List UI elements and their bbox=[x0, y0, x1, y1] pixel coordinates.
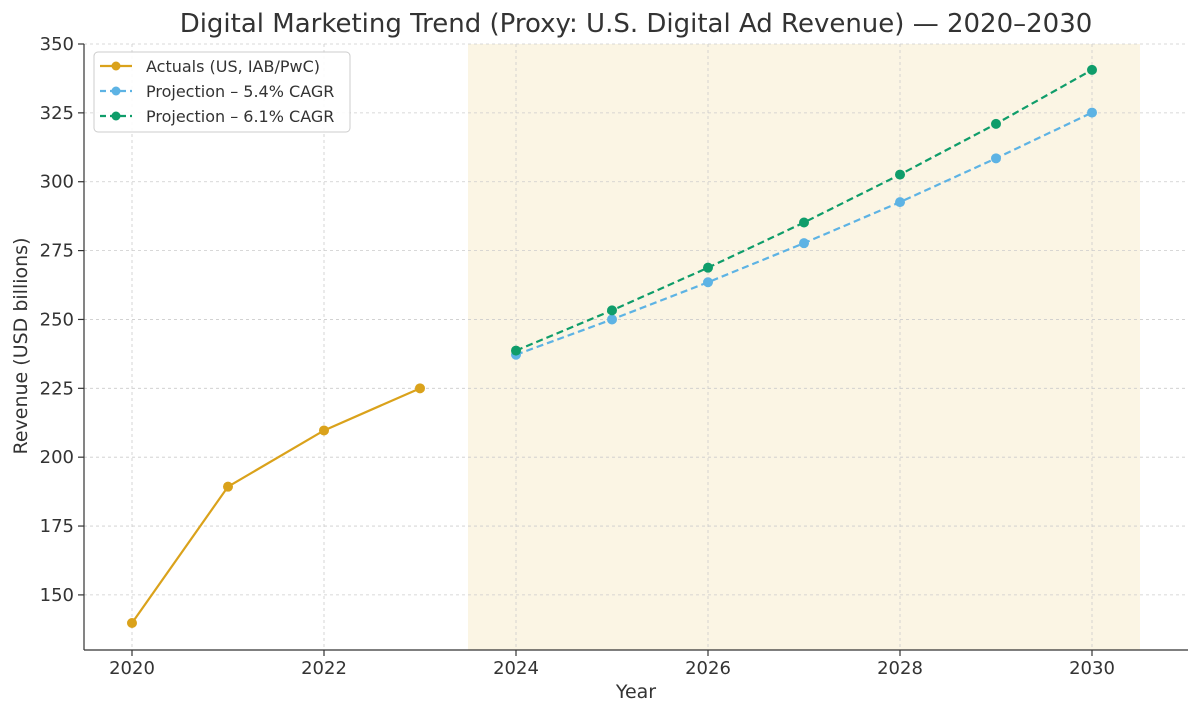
legend-box bbox=[93, 51, 351, 133]
series-1-point bbox=[223, 481, 233, 492]
series-3-point bbox=[703, 262, 713, 273]
series-2-point bbox=[607, 314, 617, 325]
series-3-point bbox=[1087, 64, 1097, 75]
y-tick-label: 275 bbox=[40, 241, 74, 262]
legend-marker-2 bbox=[111, 86, 121, 96]
y-tick-label: 150 bbox=[40, 585, 74, 606]
x-tick-label: 2024 bbox=[493, 658, 539, 679]
series-layer bbox=[127, 64, 1097, 629]
y-tick-label: 350 bbox=[40, 34, 74, 55]
series-2-point bbox=[703, 277, 713, 288]
series-line-1 bbox=[131, 387, 421, 624]
legend-label-2: Projection – 5.4% CAGR bbox=[146, 82, 334, 101]
y-tick-label: 175 bbox=[40, 516, 74, 537]
series-2-point bbox=[895, 197, 905, 208]
projection-band bbox=[468, 44, 1140, 650]
chart-title: Digital Marketing Trend (Proxy: U.S. Dig… bbox=[180, 9, 1093, 39]
legend-marker-3 bbox=[111, 111, 121, 121]
x-axis-label: Year bbox=[615, 681, 656, 703]
series-3-point bbox=[895, 169, 905, 180]
x-tick-label: 2022 bbox=[301, 658, 347, 679]
y-axis-label: Revenue (USD billions) bbox=[10, 238, 32, 455]
y-tick-label: 225 bbox=[40, 378, 74, 399]
legend-label-3: Projection – 6.1% CAGR bbox=[146, 107, 334, 126]
y-tick-label: 300 bbox=[40, 172, 74, 193]
series-1-point bbox=[415, 383, 425, 394]
projection-band-layer bbox=[468, 44, 1140, 650]
grid-layer bbox=[84, 43, 1188, 650]
series-3-point bbox=[511, 345, 521, 356]
series-2-point bbox=[1087, 107, 1097, 118]
y-tick-label: 200 bbox=[40, 447, 74, 468]
legend: Actuals (US, IAB/PwC) Projection – 5.4% C… bbox=[93, 51, 351, 133]
axes-layer: 2020 2022 2024 2026 2028 2030 150 175 200 225 250 2… bbox=[40, 34, 1188, 679]
x-tick-label: 2020 bbox=[109, 658, 155, 679]
y-tick-label: 250 bbox=[40, 309, 74, 330]
legend-marker-1 bbox=[111, 61, 121, 71]
series-1-point bbox=[319, 425, 329, 436]
series-3-point bbox=[799, 217, 809, 228]
x-tick-label: 2026 bbox=[685, 658, 731, 679]
series-2-point bbox=[991, 153, 1001, 164]
series-1-point bbox=[127, 618, 137, 629]
x-tick-label: 2030 bbox=[1069, 658, 1115, 679]
legend-label-1: Actuals (US, IAB/PwC) bbox=[146, 57, 320, 76]
series-2-point bbox=[799, 238, 809, 249]
y-tick-label: 325 bbox=[40, 103, 74, 124]
series-3-point bbox=[607, 305, 617, 316]
series-3-point bbox=[991, 118, 1001, 129]
x-tick-label: 2028 bbox=[877, 658, 923, 679]
